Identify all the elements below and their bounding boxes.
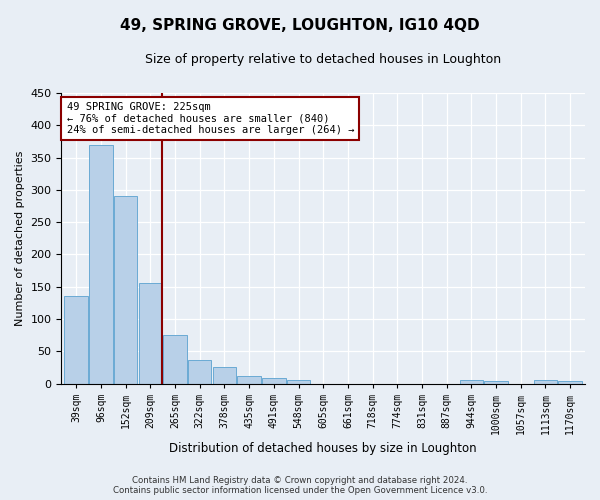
Bar bbox=[460, 380, 483, 384]
Bar bbox=[212, 368, 236, 384]
Y-axis label: Number of detached properties: Number of detached properties bbox=[15, 150, 25, 326]
Title: Size of property relative to detached houses in Loughton: Size of property relative to detached ho… bbox=[145, 52, 501, 66]
Bar bbox=[534, 380, 557, 384]
Bar bbox=[188, 360, 211, 384]
Bar bbox=[262, 378, 286, 384]
Bar bbox=[89, 144, 113, 384]
Bar bbox=[484, 381, 508, 384]
Bar bbox=[559, 381, 582, 384]
Bar bbox=[139, 284, 162, 384]
Text: 49, SPRING GROVE, LOUGHTON, IG10 4QD: 49, SPRING GROVE, LOUGHTON, IG10 4QD bbox=[120, 18, 480, 32]
Bar bbox=[64, 296, 88, 384]
Bar bbox=[163, 335, 187, 384]
Text: Contains HM Land Registry data © Crown copyright and database right 2024.
Contai: Contains HM Land Registry data © Crown c… bbox=[113, 476, 487, 495]
Bar bbox=[238, 376, 261, 384]
Text: 49 SPRING GROVE: 225sqm
← 76% of detached houses are smaller (840)
24% of semi-d: 49 SPRING GROVE: 225sqm ← 76% of detache… bbox=[67, 102, 354, 135]
Bar bbox=[287, 380, 310, 384]
Bar bbox=[114, 196, 137, 384]
X-axis label: Distribution of detached houses by size in Loughton: Distribution of detached houses by size … bbox=[169, 442, 477, 455]
